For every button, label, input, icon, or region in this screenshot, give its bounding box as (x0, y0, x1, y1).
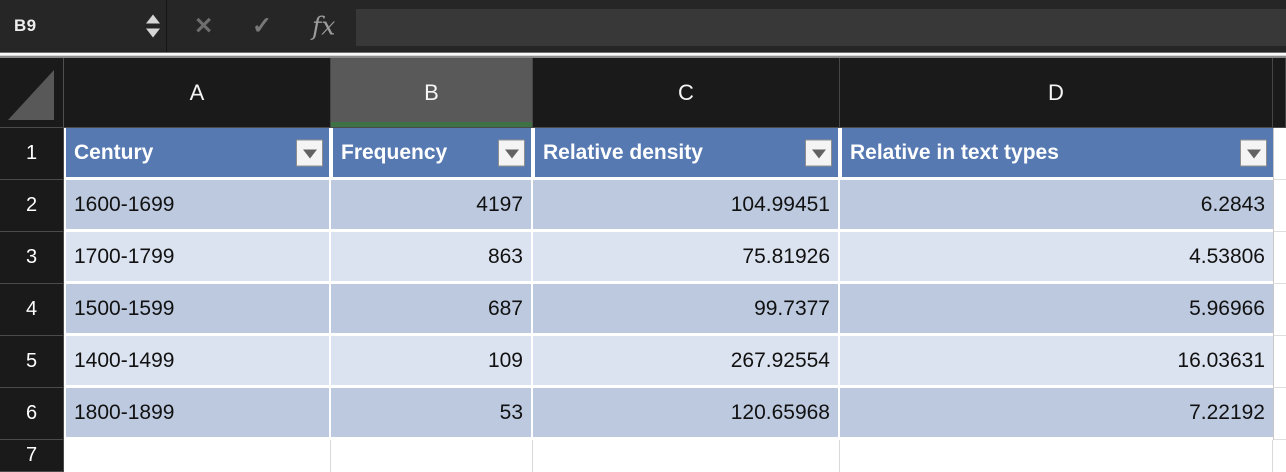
column-header-row: A B C D (0, 58, 1286, 128)
cell-d4[interactable]: 5.96966 (840, 284, 1273, 336)
filter-dropdown-icon (302, 149, 317, 158)
cell-e3[interactable] (1273, 232, 1286, 284)
filter-dropdown-icon (1246, 149, 1261, 158)
header-cell-label: Frequency (341, 140, 448, 164)
stepper-up-icon[interactable] (146, 14, 160, 24)
filter-button-century[interactable] (296, 139, 323, 166)
header-cell-label: Relative density (543, 140, 703, 164)
filter-button-relative-density[interactable] (805, 139, 832, 166)
sheet-row-4: 4 1500-1599 687 99.7377 5.96966 (0, 284, 1286, 336)
cell-d6[interactable]: 7.22192 (840, 388, 1273, 440)
header-cell-label: Relative in text types (850, 140, 1059, 164)
cell-b4[interactable]: 687 (331, 284, 533, 336)
chrome-separator (0, 52, 1286, 58)
header-cell-frequency[interactable]: Frequency (331, 128, 533, 180)
cell-reference-stepper[interactable] (146, 14, 160, 38)
cell-reference: B9 (14, 16, 37, 35)
cell-a5[interactable]: 1400-1499 (64, 336, 331, 388)
cell-d2[interactable]: 6.2843 (840, 180, 1273, 232)
cell-e5[interactable] (1273, 336, 1286, 388)
row-header-4[interactable]: 4 (0, 284, 64, 336)
row-header-5[interactable]: 5 (0, 336, 64, 388)
sheet-row-2: 2 1600-1699 4197 104.99451 6.2843 (0, 180, 1286, 232)
cell-e6[interactable] (1273, 388, 1286, 440)
cell-c5[interactable]: 267.92554 (533, 336, 840, 388)
cell-b5[interactable]: 109 (331, 336, 533, 388)
formula-input[interactable] (356, 9, 1286, 46)
confirm-icon[interactable]: ✓ (252, 12, 273, 40)
cell-c6[interactable]: 120.65968 (533, 388, 840, 440)
name-box[interactable]: B9 (0, 0, 167, 52)
cell-d3[interactable]: 4.53806 (840, 232, 1273, 284)
row-header-6[interactable]: 6 (0, 388, 64, 440)
cell-d7[interactable] (840, 440, 1273, 472)
filter-button-frequency[interactable] (498, 139, 525, 166)
cell-b2[interactable]: 4197 (331, 180, 533, 232)
header-cell-relative-density[interactable]: Relative density (533, 128, 840, 180)
cell-e1[interactable] (1273, 128, 1286, 180)
select-all-triangle-icon (8, 70, 54, 120)
cell-a4[interactable]: 1500-1599 (64, 284, 331, 336)
sheet-row-6: 6 1800-1899 53 120.65968 7.22192 (0, 388, 1286, 440)
sheet-row-7: 7 (0, 440, 1286, 472)
cell-a3[interactable]: 1700-1799 (64, 232, 331, 284)
column-header-c[interactable]: C (533, 58, 840, 127)
row-header-1[interactable]: 1 (0, 128, 64, 180)
row-header-7[interactable]: 7 (0, 440, 64, 472)
cell-c3[interactable]: 75.81926 (533, 232, 840, 284)
cell-e4[interactable] (1273, 284, 1286, 336)
column-header-e-sliver[interactable] (1273, 58, 1286, 127)
cell-a2[interactable]: 1600-1699 (64, 180, 331, 232)
cell-a7[interactable] (64, 440, 331, 472)
sheet-row-3: 3 1700-1799 863 75.81926 4.53806 (0, 232, 1286, 284)
cell-d5[interactable]: 16.03631 (840, 336, 1273, 388)
cell-b7[interactable] (331, 440, 533, 472)
sheet-row-5: 5 1400-1499 109 267.92554 16.03631 (0, 336, 1286, 388)
sheet-row-1: 1 Century Frequency Relative density Rel… (0, 128, 1286, 180)
cell-a6[interactable]: 1800-1899 (64, 388, 331, 440)
insert-function-icon[interactable]: fx (312, 11, 336, 41)
filter-button-relative-in-text-types[interactable] (1240, 139, 1267, 166)
column-header-b[interactable]: B (331, 58, 533, 127)
stepper-down-icon[interactable] (146, 28, 160, 38)
cancel-icon[interactable]: ✕ (194, 12, 214, 39)
select-all-corner[interactable] (0, 58, 64, 127)
column-header-d[interactable]: D (840, 58, 1273, 127)
row-header-3[interactable]: 3 (0, 232, 64, 284)
header-cell-relative-in-text-types[interactable]: Relative in text types (840, 128, 1273, 180)
header-cell-century[interactable]: Century (64, 128, 331, 180)
cell-c4[interactable]: 99.7377 (533, 284, 840, 336)
header-cell-label: Century (74, 140, 154, 164)
cell-e7[interactable] (1273, 440, 1286, 472)
filter-dropdown-icon (504, 149, 519, 158)
filter-dropdown-icon (811, 149, 826, 158)
column-header-a[interactable]: A (64, 58, 331, 127)
formula-bar: B9 ✕ ✓ fx (0, 0, 1286, 52)
cell-b3[interactable]: 863 (331, 232, 533, 284)
cell-e2[interactable] (1273, 180, 1286, 232)
row-header-2[interactable]: 2 (0, 180, 64, 232)
cell-b6[interactable]: 53 (331, 388, 533, 440)
cell-c7[interactable] (533, 440, 840, 472)
cell-c2[interactable]: 104.99451 (533, 180, 840, 232)
